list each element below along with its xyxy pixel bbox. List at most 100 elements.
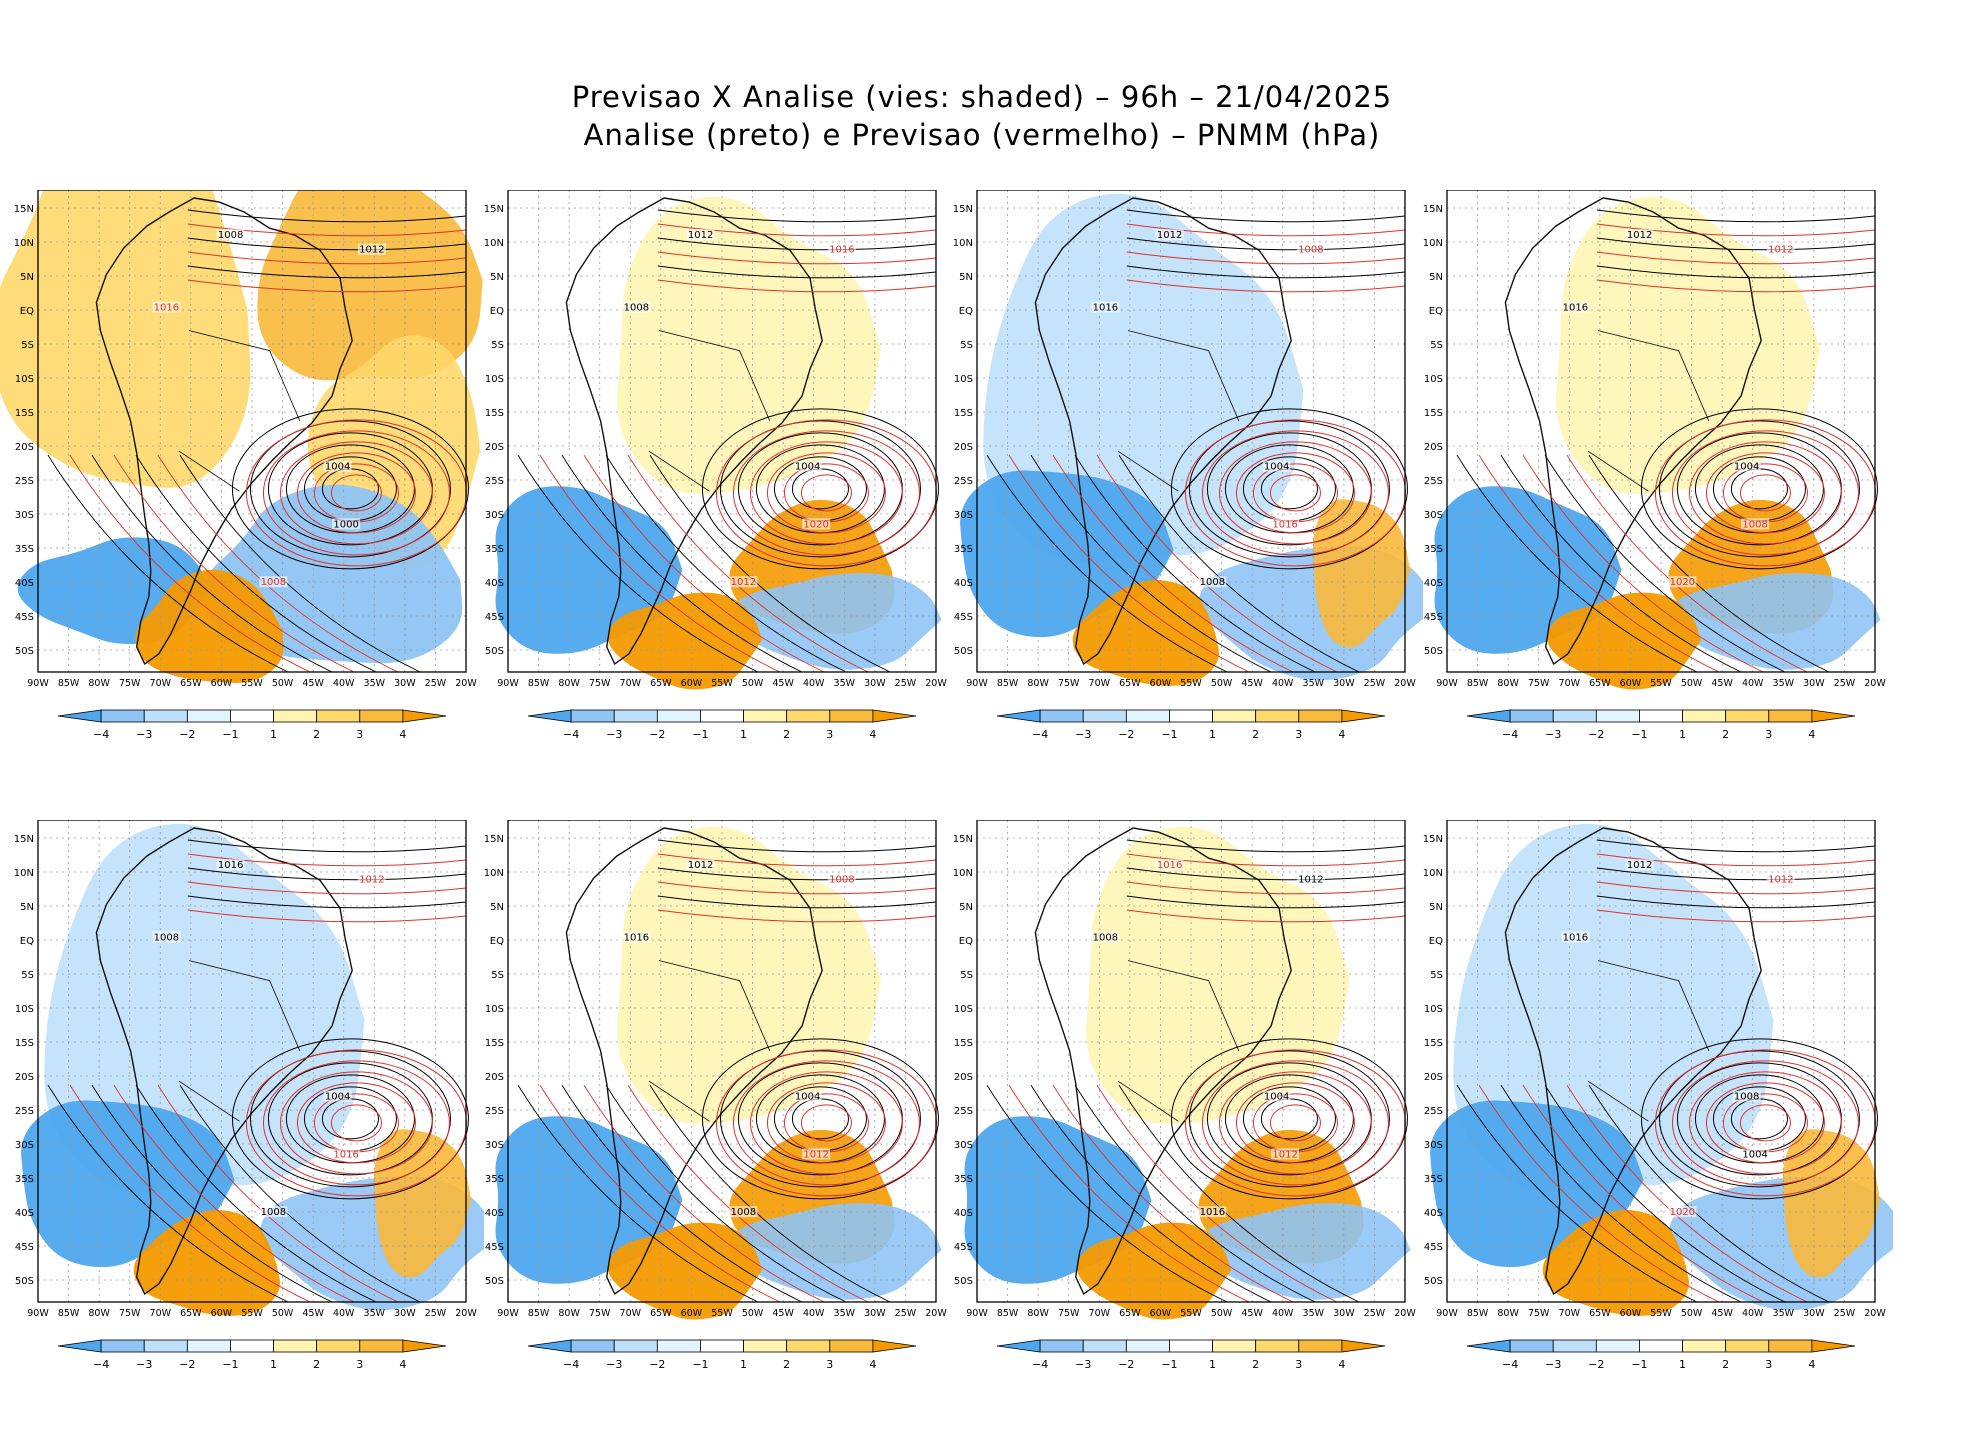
lat-label: 15N bbox=[14, 204, 34, 215]
isobar-forecast bbox=[1218, 1071, 1372, 1175]
contour-label-bg bbox=[793, 1090, 822, 1102]
colorbar-segment bbox=[1039, 709, 1084, 723]
lat-label: 40S bbox=[485, 578, 504, 589]
lat-label: 5S bbox=[21, 970, 34, 981]
contour-label-bg bbox=[729, 576, 758, 588]
lon-label: 40W bbox=[803, 678, 825, 689]
contour-label-bg bbox=[259, 576, 288, 588]
lat-label: 20S bbox=[485, 1072, 504, 1083]
colorbar-tick-label: −1 bbox=[1631, 728, 1647, 741]
contour-label: 1012 bbox=[1157, 230, 1182, 241]
colorbar-tick-label: −1 bbox=[1161, 728, 1177, 741]
isobar-forecast bbox=[1671, 430, 1859, 556]
lon-label: 75W bbox=[1528, 678, 1550, 689]
isobar-north bbox=[1126, 251, 1406, 265]
plot-area: 1008 1012 1016 1004 1000 1008 bbox=[0, 190, 483, 683]
contour-label-bg bbox=[686, 859, 715, 871]
contour-label-bg bbox=[1296, 873, 1325, 885]
contour-label-bg bbox=[1625, 859, 1654, 871]
colorbar-tick-label: −3 bbox=[606, 1358, 622, 1371]
colorbar-tick-label: −1 bbox=[222, 728, 238, 741]
lon-label: 70W bbox=[620, 1308, 642, 1319]
colorbar-segment bbox=[1725, 709, 1770, 723]
isobar-north bbox=[187, 265, 467, 279]
contour-label-bg bbox=[793, 460, 822, 472]
colorbar-segment bbox=[1082, 709, 1127, 723]
colorbar-segment bbox=[230, 709, 274, 723]
contour-label-bg bbox=[1668, 1206, 1697, 1218]
contour-label: 1004 bbox=[795, 1092, 820, 1103]
lon-label: 85W bbox=[528, 1308, 550, 1319]
coastline-south-america bbox=[1034, 197, 1292, 666]
map-gridlines bbox=[38, 190, 466, 672]
contour-label: 1012 bbox=[1272, 1149, 1297, 1160]
map-panel-gfs: GFS10121008101610041012100815N10N5NEQ5S1… bbox=[470, 780, 954, 1380]
colorbar-tick-label: 2 bbox=[313, 1358, 320, 1371]
lat-label: 10N bbox=[14, 238, 34, 249]
map-svg-smec: 10161012100810041012101615N10N5NEQ5S10S1… bbox=[953, 820, 1416, 1371]
colorbar-tick-label: −3 bbox=[136, 1358, 152, 1371]
isobar-analysis bbox=[701, 1038, 939, 1200]
lon-label: 55W bbox=[1180, 1308, 1202, 1319]
lat-label: EQ bbox=[1429, 306, 1443, 317]
colorbar-segment bbox=[872, 1339, 917, 1353]
colorbar-segment bbox=[1169, 1339, 1213, 1353]
lon-label: 75W bbox=[589, 1308, 611, 1319]
isobar-south bbox=[1544, 454, 1786, 673]
shade-positive bbox=[607, 592, 762, 690]
colorbar: −4 −3 −2 −1 1 2 3 4 bbox=[1466, 709, 1856, 741]
contour-label-bg bbox=[259, 1206, 288, 1218]
colorbar-tick-label: −1 bbox=[692, 728, 708, 741]
contour-label-bg bbox=[1561, 931, 1590, 943]
map-svg-wrf: 10161012100810041016100815N10N5NEQ5S10S1… bbox=[14, 820, 484, 1371]
plot-frame bbox=[1446, 190, 1876, 673]
contour-label-bg bbox=[152, 931, 181, 943]
lat-label: 15S bbox=[485, 408, 504, 419]
shade-positive bbox=[1542, 1209, 1689, 1316]
isobar-south bbox=[91, 1084, 333, 1303]
colorbar-tick-label: −2 bbox=[1588, 728, 1604, 741]
lon-label: 65W bbox=[1119, 1308, 1141, 1319]
lon-label: 45W bbox=[302, 678, 324, 689]
lat-label: 15N bbox=[953, 834, 973, 845]
lon-label: 60W bbox=[681, 678, 703, 689]
isobar-north bbox=[187, 237, 467, 251]
lat-label: 20S bbox=[15, 1072, 34, 1083]
lat-label: 25S bbox=[15, 1106, 34, 1117]
colorbar-segment bbox=[786, 1339, 831, 1353]
contour-label-bg bbox=[1198, 576, 1227, 588]
isobar-analysis bbox=[249, 420, 451, 558]
colorbar-segment bbox=[527, 1339, 572, 1353]
contour-label-bg bbox=[1198, 1206, 1227, 1218]
plot-area: 1016 1012 1008 1004 1016 1008 bbox=[21, 820, 484, 1316]
colorbar-segment bbox=[1639, 709, 1683, 723]
lon-label: 90W bbox=[27, 678, 49, 689]
isobars bbox=[986, 209, 1408, 673]
isobar-analysis bbox=[719, 1050, 921, 1188]
colorbar-segment bbox=[700, 1339, 744, 1353]
colorbar-segment bbox=[1298, 1339, 1343, 1353]
colorbar-tick-label: 2 bbox=[1252, 728, 1259, 741]
lat-label: 40S bbox=[15, 1208, 34, 1219]
colorbar-tick-label: −4 bbox=[563, 1358, 579, 1371]
colorbar-tick-label: 4 bbox=[1808, 1358, 1815, 1371]
isobar-north bbox=[1126, 223, 1406, 237]
isobar-forecast bbox=[1201, 1060, 1389, 1186]
isobar-north bbox=[1126, 881, 1406, 895]
lon-label: 40W bbox=[803, 1308, 825, 1319]
colorbar-tick-label: −4 bbox=[563, 728, 579, 741]
isobar-north bbox=[187, 853, 467, 867]
colorbar-tick-label: 2 bbox=[313, 728, 320, 741]
plot-frame bbox=[976, 820, 1406, 1303]
lat-label: 5N bbox=[20, 272, 34, 283]
lat-label: 10S bbox=[485, 374, 504, 385]
shade-positive bbox=[1086, 826, 1350, 1124]
lat-label: 20S bbox=[1424, 1072, 1443, 1083]
isobar-south bbox=[605, 1084, 847, 1303]
colorbar-segment bbox=[786, 709, 831, 723]
lat-label: 40S bbox=[1424, 578, 1443, 589]
shade-negative bbox=[1197, 1203, 1411, 1300]
isobar-north bbox=[1596, 853, 1876, 867]
plot-area: 1012 1012 1016 1004 1008 1020 bbox=[1434, 190, 1881, 690]
lon-label: 70W bbox=[150, 1308, 172, 1319]
